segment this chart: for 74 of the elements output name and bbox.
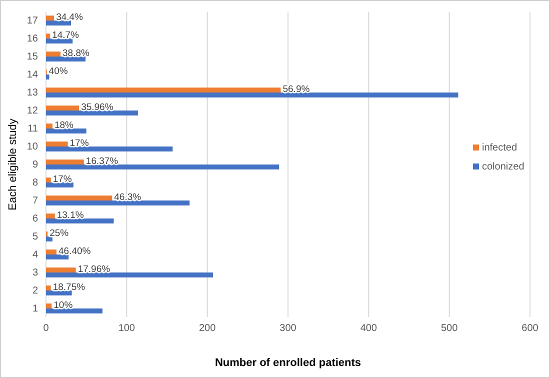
- x-tick-label: 600: [522, 323, 539, 334]
- bar: [46, 308, 102, 314]
- y-tick-label: 5: [32, 231, 38, 242]
- bar: [46, 128, 86, 134]
- bar: [46, 214, 55, 218]
- y-tick-label: 17: [26, 16, 38, 27]
- annotation: 17.96%: [78, 264, 111, 275]
- bar: [46, 52, 61, 57]
- annotation: 13.1%: [56, 210, 84, 221]
- bar: [46, 146, 173, 152]
- bar: [46, 110, 138, 116]
- bar: [46, 236, 52, 242]
- bar: [46, 124, 52, 129]
- annotation: 17%: [70, 138, 90, 150]
- annotation: 18%: [54, 120, 74, 132]
- y-tick-label: 10: [26, 142, 38, 153]
- annotation: 17%: [52, 174, 72, 185]
- annotation: 25%: [50, 228, 70, 239]
- y-tick-label: 6: [32, 213, 38, 224]
- x-tick-label: 300: [280, 323, 297, 334]
- y-tick-label: 14: [26, 70, 38, 81]
- y-tick-label: 15: [26, 52, 38, 63]
- bar: [46, 160, 84, 164]
- x-axis-title: Number of enrolled patients: [214, 357, 362, 369]
- bar: [46, 254, 69, 260]
- y-tick-label: 9: [32, 160, 38, 170]
- annotation: 18.75%: [52, 282, 86, 293]
- bar: [46, 218, 114, 224]
- y-tick-label: 1: [32, 303, 38, 314]
- bar: [46, 272, 213, 278]
- x-tick-label: 500: [440, 323, 458, 334]
- annotation: 40%: [48, 66, 68, 78]
- annotation: 34.4%: [56, 12, 84, 24]
- bar: [46, 200, 190, 206]
- bar: [46, 34, 50, 39]
- y-tick-label: 12: [26, 106, 38, 117]
- bar: [46, 196, 112, 200]
- bar: [46, 286, 51, 290]
- bar: [46, 16, 54, 21]
- y-tick-label: 11: [28, 124, 38, 135]
- bar: [46, 250, 56, 254]
- y-tick-label: 16: [26, 34, 38, 45]
- annotation: 16.37%: [86, 156, 119, 167]
- bar: [46, 106, 80, 111]
- bar: [46, 164, 280, 170]
- annotation: 46.3%: [114, 192, 142, 203]
- legend-label: infected: [482, 142, 518, 154]
- bar: [46, 304, 52, 308]
- y-tick-label: 2: [32, 285, 38, 296]
- bar: [46, 56, 86, 62]
- annotation: 35.96%: [81, 102, 114, 114]
- y-tick-label: 3: [32, 267, 38, 278]
- bar: [46, 88, 281, 93]
- y-axis-title: Each eligible study: [7, 118, 19, 210]
- bar: [46, 142, 68, 147]
- annotation: 14.7%: [52, 30, 80, 42]
- annotation: 46.40%: [58, 246, 92, 257]
- annotation: 10%: [54, 300, 74, 311]
- annotation: 56.9%: [282, 84, 310, 96]
- x-tick-label: 200: [198, 323, 216, 334]
- bar: [46, 268, 76, 272]
- y-tick-label: 8: [32, 177, 38, 188]
- y-tick-label: 4: [32, 249, 38, 260]
- y-tick-label: 13: [26, 88, 38, 99]
- x-tick-label: 400: [360, 323, 378, 334]
- legend-label: colonized: [482, 162, 524, 172]
- y-tick-label: 7: [32, 195, 38, 206]
- bar: [46, 178, 51, 182]
- bar: [46, 92, 458, 98]
- bar: [46, 74, 50, 80]
- x-tick-label: 0: [43, 323, 50, 334]
- annotation: 38.8%: [62, 48, 90, 60]
- bar: [46, 20, 72, 26]
- x-tick-label: 100: [118, 323, 136, 334]
